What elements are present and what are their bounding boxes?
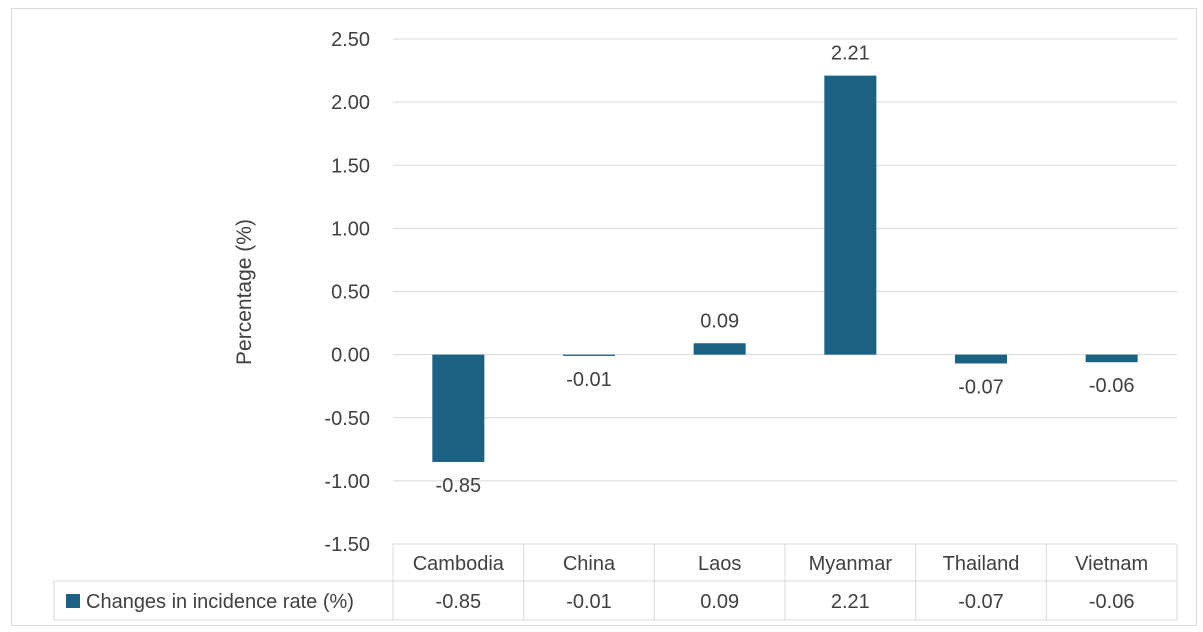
y-tick-label: -1.50 xyxy=(324,534,370,556)
category-label: China xyxy=(563,553,616,575)
data-label-laos: 0.09 xyxy=(700,310,739,332)
data-label-cambodia: -0.85 xyxy=(436,475,482,497)
gridlines xyxy=(393,38,1177,482)
data-label-myanmar: 2.21 xyxy=(831,43,870,65)
category-label: Cambodia xyxy=(413,553,505,575)
y-tick-label: -0.50 xyxy=(324,408,370,430)
category-label: Vietnam xyxy=(1075,553,1148,575)
y-axis-title: Percentage (%) xyxy=(233,219,256,365)
legend-key xyxy=(66,594,80,608)
y-tick-label: -1.00 xyxy=(324,471,370,493)
y-tick-label: 2.50 xyxy=(331,29,370,51)
category-label: Thailand xyxy=(943,553,1020,575)
table-value-myanmar: 2.21 xyxy=(831,591,870,613)
category-label: Laos xyxy=(698,553,741,575)
table-value-vietnam: -0.06 xyxy=(1089,591,1135,613)
table-value-laos: 0.09 xyxy=(700,591,739,613)
y-tick-label: 2.00 xyxy=(331,92,370,114)
table-value-cambodia: -0.85 xyxy=(436,591,482,613)
data-labels: -0.85 -0.01 0.09 2.21 -0.07 -0.06 xyxy=(436,43,1135,497)
bars xyxy=(432,75,1138,462)
y-tick-label: 0.00 xyxy=(331,345,370,367)
legend-series-name: Changes in incidence rate (%) xyxy=(86,591,354,613)
bar-china xyxy=(563,354,615,356)
y-axis-ticks: 2.50 2.00 1.50 1.00 0.50 0.00 -0.50 -1.00 -1.50 xyxy=(324,29,370,556)
data-label-thailand: -0.07 xyxy=(958,376,1004,398)
data-label-vietnam: -0.06 xyxy=(1089,375,1135,397)
bar-vietnam xyxy=(1085,354,1138,363)
chart-frame xyxy=(11,8,1197,626)
data-label-china: -0.01 xyxy=(566,369,612,391)
bar-cambodia xyxy=(432,354,485,462)
table-value-china: -0.01 xyxy=(566,591,612,613)
y-tick-label: 1.50 xyxy=(331,155,370,177)
category-label: Myanmar xyxy=(809,553,893,575)
bar-thailand xyxy=(955,354,1007,364)
table-value-thailand: -0.07 xyxy=(958,591,1004,613)
data-table: Cambodia China Laos Myanmar Thailand Vietnam C… xyxy=(53,543,1178,621)
bar-myanmar xyxy=(824,75,877,355)
y-tick-label: 0.50 xyxy=(331,282,370,304)
bar-laos xyxy=(693,343,746,355)
y-tick-label: 1.00 xyxy=(331,218,370,240)
